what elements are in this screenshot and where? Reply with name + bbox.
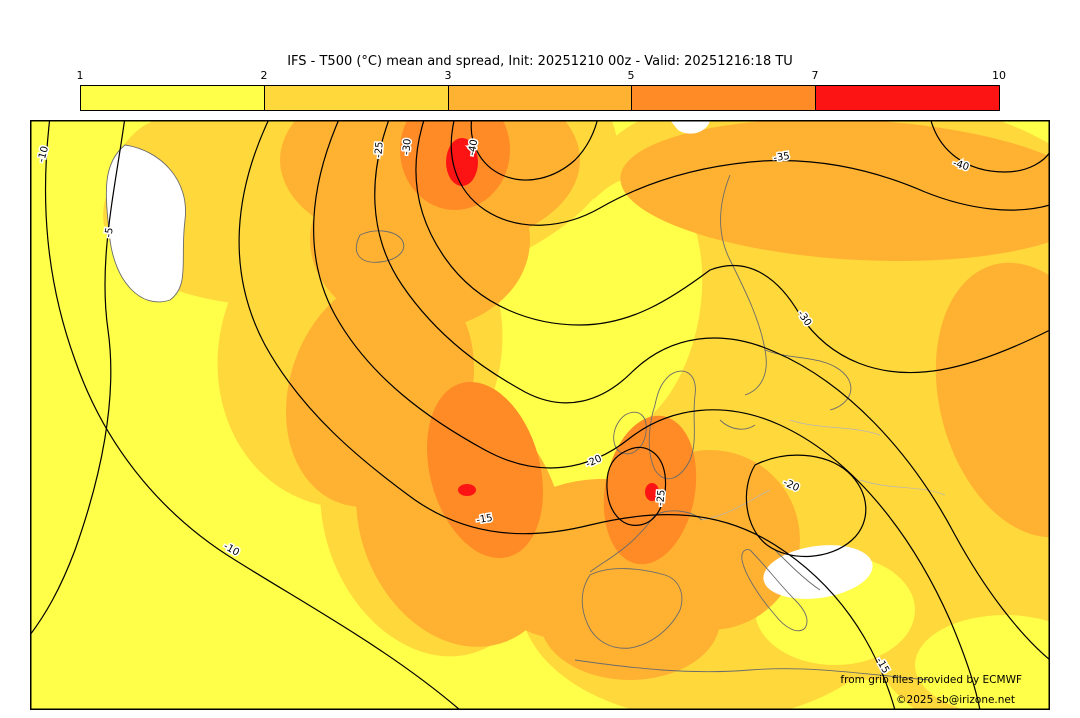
colorbar-segment-3-5 [447,86,632,110]
contour-minus40-east [930,120,1050,173]
coastline-adriatic [774,549,821,591]
contour-minus35 [450,120,1050,226]
credit-copyright: ©2025 sb@irizone.net [896,694,1015,706]
contour-minus25 [374,120,1050,661]
colorbar-segment-7-10 [815,86,999,110]
coastline-britain [648,370,696,480]
contour-minus5 [30,120,126,636]
colorbar-tick-7: 7 [811,69,819,82]
colorbar-ticks: 1 2 3 5 7 10 [0,69,1080,82]
contour-label: -35 [773,151,791,164]
contour-label: -40 [951,158,970,174]
coastline-norway [720,174,767,396]
map-credits: from grib files provided by ECMWF ©2025 … [840,674,1022,706]
contour-label: -25 [655,489,667,506]
colorbar-tick-3: 3 [444,69,452,82]
spread-fill-5-7 [400,120,697,565]
spread-fill-7-10 [446,138,659,501]
contour-minus10 [44,120,461,710]
contour-minus15 [238,120,896,710]
credit-source: from grib files provided by ECMWF [840,674,1022,686]
page-title: IFS - T500 (°C) mean and spread, Init: 2… [287,54,793,69]
colorbar-segment-1-2 [81,86,264,110]
map-panel: -10 -5 -10 -15 -15 -20 -20 -25 -25 -30 -… [30,120,1050,710]
contour-minus30 [415,120,1050,374]
isotherm-contours [30,120,1050,710]
contour-minus25-closed-low [606,446,667,526]
coastline-denmark [719,419,756,430]
spread-fill-3-5 [280,120,1050,680]
spread-colorbar [80,85,1000,111]
colorbar-tick-10: 10 [992,69,1006,82]
coastline-iceland [355,230,405,263]
contour-label: -5 [103,227,116,239]
coastline-ireland [613,411,647,455]
contour-minus40 [470,120,598,181]
colorbar-tick-1: 1 [76,69,84,82]
colorbar-segment-2-3 [263,86,448,110]
spread-fill-pockets-1-2 [547,176,1050,710]
colorbar-tick-5: 5 [627,69,635,82]
contour-label: -15 [476,513,494,527]
colorbar-tick-2: 2 [260,69,268,82]
map-frame [30,120,1050,710]
contour-label: -25 [373,141,385,158]
coastline-greenland [105,144,186,303]
coastline-iberia [581,568,683,649]
contour-minus20 [313,120,981,710]
colorbar-segment-5-7 [631,86,816,110]
coastline-north-africa [574,659,931,681]
contour-minus20-closed-low [745,454,867,557]
no-data-patches [106,120,873,599]
coastline-baltic [764,349,852,411]
coastline-italy [741,549,808,632]
contour-label: -40 [467,139,481,157]
t500-spread-map: -10 -5 -10 -15 -15 -20 -20 -25 -25 -30 -… [30,120,1050,710]
contour-label: -30 [401,138,413,155]
coastlines [105,144,946,681]
